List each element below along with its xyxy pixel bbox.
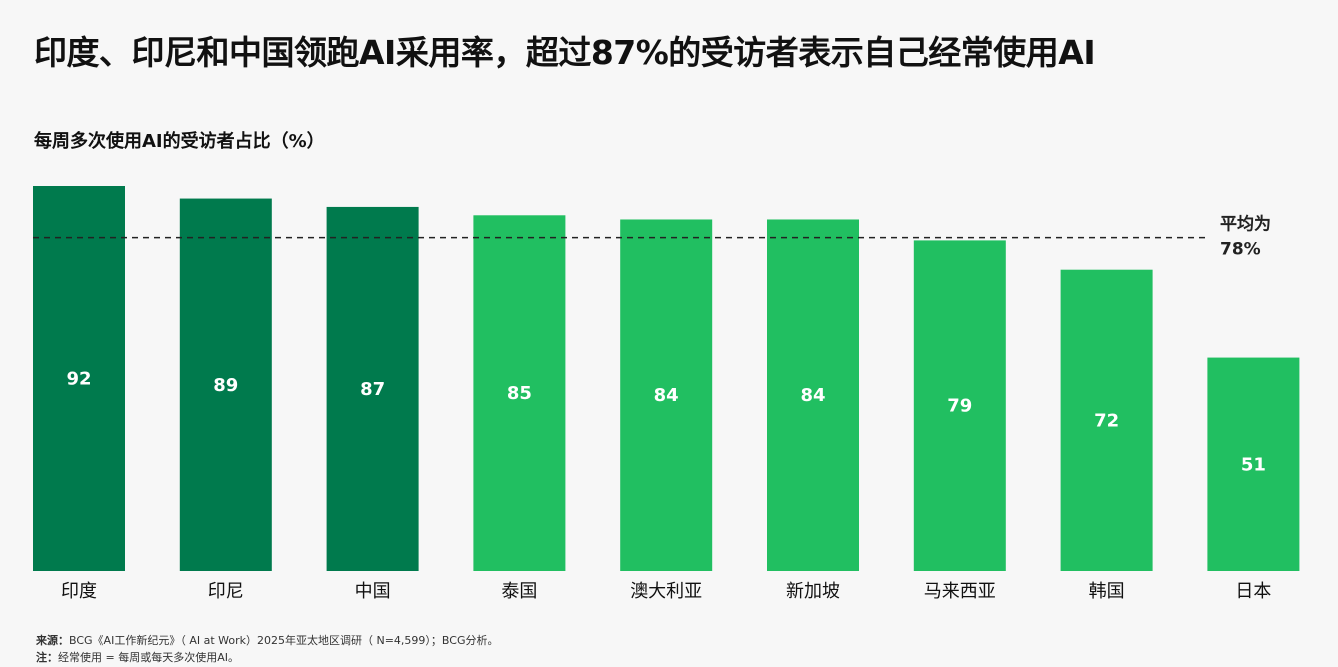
bar-chart: 92 印度 89 印尼 87 中国 85 泰国 84 澳大利亚 84 新加坡 79 马来西亚 72 韩国 51 日…: [33, 186, 1300, 602]
category-label: 日本: [1235, 581, 1271, 602]
category-label: 马来西亚: [924, 581, 996, 602]
category-label: 新加坡: [786, 581, 840, 602]
note-footnote: 注：经常使用 = 每周或每天多次使用AI。: [36, 649, 239, 665]
bar-韩国: [1060, 269, 1153, 571]
data-label: 87: [360, 379, 385, 400]
data-label: 85: [507, 383, 532, 404]
data-label: 84: [800, 385, 825, 406]
chart-subtitle: 每周多次使用AI的受访者占比（%）: [34, 131, 325, 152]
category-label: 韩国: [1089, 581, 1125, 602]
category-label: 澳大利亚: [630, 581, 702, 602]
category-label: 泰国: [501, 581, 537, 602]
source-footnote: 来源：BCG《AI工作新纪元》（ AI at Work）2025年亚太地区调研（…: [36, 632, 498, 648]
bar-新加坡: [767, 219, 859, 571]
data-label: 89: [213, 375, 238, 396]
data-label: 84: [654, 385, 679, 406]
data-label: 92: [66, 369, 91, 390]
source-text: BCG《AI工作新纪元》（ AI at Work）2025年亚太地区调研（ N=…: [69, 634, 499, 647]
source-label: 来源：: [36, 634, 69, 647]
category-label: 中国: [355, 581, 391, 602]
category-label: 印尼: [208, 581, 244, 602]
bar-澳大利亚: [620, 219, 713, 571]
bar-中国: [326, 206, 419, 571]
note-text: 经常使用 = 每周或每天多次使用AI。: [58, 651, 239, 664]
category-label: 印度: [61, 581, 97, 602]
bar-马来西亚: [913, 240, 1006, 572]
bar-泰国: [473, 215, 566, 572]
data-label: 51: [1241, 454, 1266, 475]
page-title: 印度、印尼和中国领跑AI采用率，超过87%的受访者表示自己经常使用AI: [34, 33, 1096, 72]
data-label: 72: [1094, 410, 1119, 431]
average-label-line2: 78%: [1220, 240, 1261, 260]
average-label-line1: 平均为: [1220, 214, 1271, 235]
bar-印度: [33, 186, 125, 571]
note-label: 注：: [36, 651, 58, 664]
bar-印尼: [179, 198, 272, 571]
bar-日本: [1207, 357, 1300, 571]
data-label: 79: [947, 396, 972, 417]
